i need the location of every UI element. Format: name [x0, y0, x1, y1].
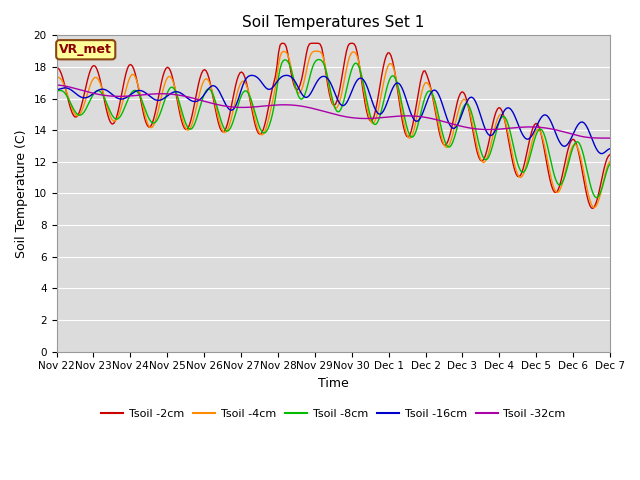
Tsoil -2cm — [577, 160, 584, 166]
Text: VR_met: VR_met — [60, 43, 112, 56]
Line: Tsoil -4cm: Tsoil -4cm — [56, 51, 610, 207]
Tsoil -16cm — [236, 91, 244, 96]
Line: Tsoil -8cm: Tsoil -8cm — [56, 60, 610, 198]
Tsoil -4cm — [313, 48, 321, 54]
Tsoil -32cm — [245, 104, 253, 110]
Line: Tsoil -16cm: Tsoil -16cm — [56, 75, 610, 154]
Tsoil -16cm — [296, 88, 304, 94]
Tsoil -4cm — [577, 155, 584, 160]
Tsoil -2cm — [245, 93, 253, 98]
Tsoil -16cm — [52, 87, 60, 93]
Tsoil -16cm — [120, 96, 128, 101]
Tsoil -4cm — [236, 82, 244, 87]
Tsoil -4cm — [218, 125, 225, 131]
Tsoil -16cm — [606, 146, 614, 152]
Tsoil -32cm — [120, 94, 128, 99]
Tsoil -2cm — [218, 128, 225, 134]
Tsoil -2cm — [589, 205, 597, 211]
Tsoil -16cm — [218, 93, 225, 99]
Tsoil -16cm — [577, 120, 584, 125]
Tsoil -32cm — [218, 103, 225, 108]
Tsoil -32cm — [52, 82, 60, 88]
Tsoil -8cm — [245, 92, 253, 98]
Tsoil -16cm — [282, 72, 290, 78]
Tsoil -4cm — [52, 74, 60, 80]
Tsoil -32cm — [606, 135, 614, 141]
Line: Tsoil -2cm: Tsoil -2cm — [56, 43, 610, 208]
Tsoil -8cm — [606, 161, 614, 167]
Tsoil -8cm — [236, 96, 244, 102]
Title: Soil Temperatures Set 1: Soil Temperatures Set 1 — [242, 15, 424, 30]
Tsoil -32cm — [575, 133, 583, 139]
Tsoil -2cm — [120, 77, 128, 83]
Tsoil -16cm — [245, 73, 253, 79]
Tsoil -2cm — [606, 152, 614, 157]
Tsoil -8cm — [52, 88, 60, 94]
Tsoil -2cm — [52, 64, 60, 70]
Tsoil -8cm — [592, 195, 600, 201]
Tsoil -2cm — [310, 40, 318, 46]
Tsoil -8cm — [120, 106, 128, 111]
Tsoil -32cm — [295, 103, 303, 108]
Tsoil -2cm — [295, 85, 303, 91]
Tsoil -2cm — [236, 70, 244, 76]
Tsoil -8cm — [218, 119, 225, 125]
Tsoil -8cm — [315, 57, 323, 62]
Y-axis label: Soil Temperature (C): Soil Temperature (C) — [15, 129, 28, 258]
Tsoil -32cm — [236, 105, 244, 110]
Tsoil -4cm — [606, 158, 614, 164]
Tsoil -4cm — [120, 93, 128, 98]
Line: Tsoil -32cm: Tsoil -32cm — [56, 85, 610, 138]
Tsoil -8cm — [577, 143, 584, 149]
Tsoil -16cm — [598, 151, 606, 156]
Tsoil -4cm — [295, 90, 303, 96]
Tsoil -8cm — [295, 94, 303, 99]
Legend: Tsoil -2cm, Tsoil -4cm, Tsoil -8cm, Tsoil -16cm, Tsoil -32cm: Tsoil -2cm, Tsoil -4cm, Tsoil -8cm, Tsoi… — [97, 405, 570, 423]
Tsoil -4cm — [245, 91, 253, 97]
X-axis label: Time: Time — [318, 377, 349, 390]
Tsoil -4cm — [591, 204, 598, 210]
